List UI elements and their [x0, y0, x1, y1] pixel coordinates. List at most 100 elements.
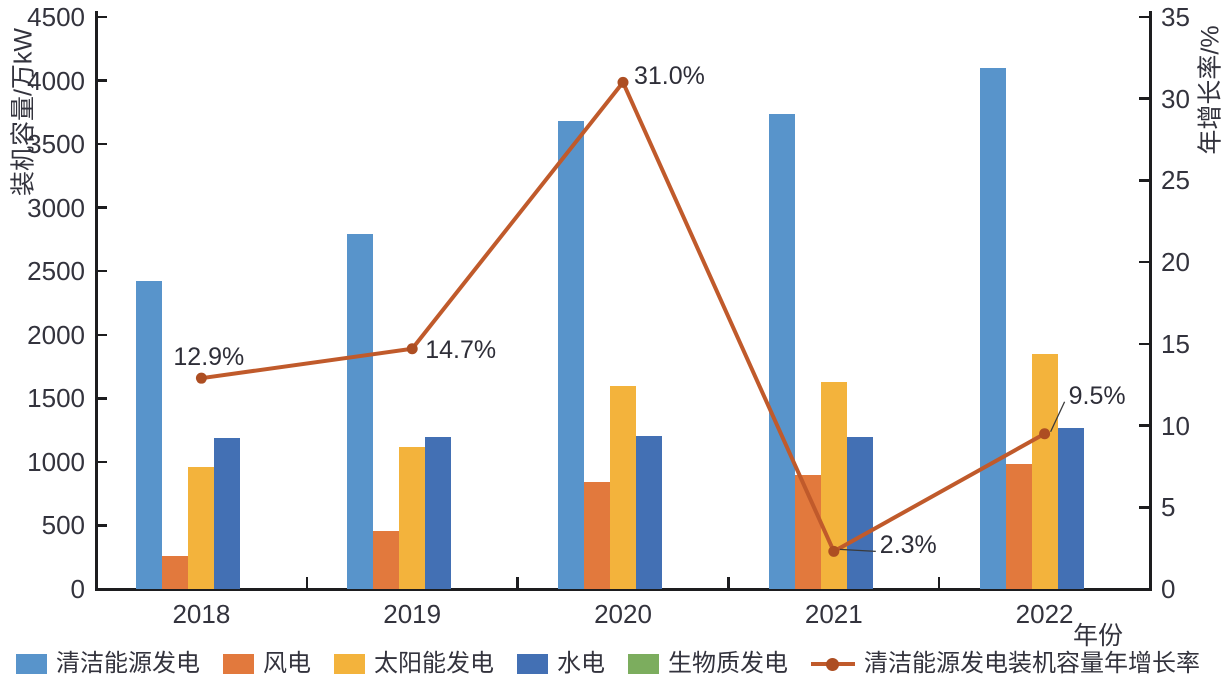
y-axis-left-tick-label: 2500: [27, 256, 85, 287]
legend-swatch-solar: [334, 654, 365, 674]
x-axis: [94, 587, 1152, 591]
y-axis-right-tick: [1139, 15, 1150, 19]
x-axis-category-label: 2022: [1015, 599, 1074, 629]
y-axis-right-tick-label: 20: [1161, 247, 1190, 278]
bar-hydro-2022: [1057, 427, 1084, 589]
legend-item-clean-energy: 清洁能源发电: [16, 652, 200, 676]
x-axis-tick: [937, 577, 941, 589]
y-axis-right-tick-label: 30: [1161, 83, 1190, 114]
y-axis-left-tick: [96, 460, 107, 464]
bar-wind-2021: [794, 474, 821, 589]
legend-item-biomass: 生物质发电: [628, 652, 788, 676]
y-axis-left-tick-label: 3500: [27, 129, 85, 160]
growth-rate-label-2020: 31.0%: [634, 62, 705, 91]
y-axis-left-tick: [96, 206, 107, 209]
y-axis-right-tick: [1139, 506, 1150, 509]
bar-wind-2019: [373, 530, 400, 589]
y-axis-left-tick-label: 0: [70, 574, 85, 604]
bar-wind-2022: [1005, 464, 1032, 589]
y-axis-left-tick: [96, 142, 107, 146]
y-axis-right-tick: [1139, 342, 1150, 346]
legend-label-growth-rate: 清洁能源发电装机容量年增长率: [864, 650, 1200, 677]
y-axis-left-tick-label: 500: [41, 510, 85, 541]
y-axis-right-tick-label: 5: [1161, 492, 1176, 523]
y-axis-right-tick-label: 15: [1161, 328, 1190, 359]
bar-clean-energy-2022: [979, 67, 1006, 589]
growth-rate-marker-2018: [195, 372, 207, 384]
legend-item-growth-rate: 清洁能源发电装机容量年增长率: [811, 652, 1200, 676]
legend-swatch-wind: [223, 654, 254, 674]
bar-clean-energy-2019: [347, 234, 374, 589]
y-axis-left-tick-label: 3000: [27, 192, 85, 223]
bar-hydro-2019: [425, 437, 452, 589]
bar-clean-energy-2021: [768, 113, 795, 589]
y-axis-right-tick-label: 35: [1161, 2, 1190, 32]
y-axis-right-tick: [1139, 587, 1150, 591]
bar-clean-energy-2020: [558, 121, 584, 589]
y-axis-left: [94, 11, 98, 589]
growth-rate-label-2019: 14.7%: [425, 335, 497, 364]
y-axis-left-tick: [96, 79, 107, 82]
y-axis-right-tick: [1139, 97, 1150, 100]
growth-rate-label-2018: 12.9%: [173, 343, 245, 372]
legend-label-hydro: 水电: [557, 650, 605, 677]
growth-rate-label-2022: 9.5%: [1068, 381, 1126, 410]
bar-solar-2019: [399, 446, 426, 589]
y-axis-left-tick: [96, 333, 107, 337]
y-axis-left-tick-label: 4000: [27, 65, 85, 96]
y-axis-right-tick-label: 25: [1161, 165, 1190, 196]
y-axis-left-tick: [96, 269, 107, 273]
legend-item-hydro: 水电: [517, 652, 605, 676]
bar-hydro-2020: [636, 436, 662, 589]
growth-rate-marker-2020: [617, 76, 629, 88]
x-axis-title: 年份: [1073, 622, 1124, 650]
x-axis-tick: [305, 577, 309, 589]
bar-clean-energy-2018: [136, 281, 163, 589]
y-axis-left-tick-label: 1500: [27, 383, 85, 414]
y-axis-right: [1148, 11, 1152, 589]
legend: 清洁能源发电 风电 太阳能发电 水电 生物质发电 清洁能源发电装机容量年增长率: [16, 652, 1200, 676]
bar-hydro-2021: [846, 437, 873, 589]
y-axis-left-tick-label: 4500: [27, 2, 85, 32]
y-axis-left-tick-label: 2000: [27, 319, 85, 350]
y-axis-right-tick: [1139, 424, 1150, 427]
legend-line-symbol: [811, 657, 855, 671]
legend-swatch-hydro: [517, 654, 548, 674]
y-axis-left-tick: [96, 587, 107, 591]
growth-rate-label-2021: 2.3%: [879, 531, 937, 560]
y-axis-right-tick-label: 0: [1161, 574, 1176, 604]
x-axis-category-label: 2021: [804, 599, 863, 629]
legend-swatch-clean-energy: [16, 654, 47, 674]
x-axis-tick: [516, 577, 519, 589]
legend-item-solar: 太阳能发电: [334, 652, 494, 676]
legend-label-clean-energy: 清洁能源发电: [56, 650, 200, 677]
legend-swatch-biomass: [628, 654, 659, 674]
legend-label-biomass: 生物质发电: [668, 650, 788, 677]
x-axis-category-label: 2018: [172, 599, 231, 629]
bar-solar-2018: [188, 466, 215, 589]
bar-solar-2022: [1031, 353, 1058, 589]
y-axis-left-tick-label: 1000: [27, 446, 85, 477]
bar-solar-2020: [610, 385, 636, 589]
y-axis-title-left: 装机容量/万kW: [9, 27, 38, 197]
legend-label-solar: 太阳能发电: [374, 650, 494, 677]
x-axis-tick: [727, 577, 730, 589]
y-axis-left-tick: [96, 15, 107, 19]
y-axis-left-tick: [96, 524, 107, 527]
x-axis-category-label: 2020: [594, 599, 652, 629]
legend-item-wind: 风电: [223, 652, 311, 676]
bar-wind-2020: [584, 481, 610, 589]
bar-hydro-2018: [214, 438, 241, 589]
bar-wind-2018: [162, 555, 189, 589]
legend-line-marker-dot: [826, 657, 839, 671]
y-axis-right-tick-label: 10: [1161, 410, 1190, 441]
y-axis-left-tick: [96, 397, 107, 400]
bar-solar-2021: [820, 381, 847, 589]
growth-rate-marker-2019: [406, 343, 418, 355]
y-axis-right-tick: [1139, 179, 1150, 182]
legend-label-wind: 风电: [263, 650, 311, 677]
x-axis-category-label: 2019: [383, 599, 442, 629]
y-axis-right-tick: [1139, 260, 1150, 264]
y-axis-title-right: 年增长率/%: [1196, 25, 1224, 155]
